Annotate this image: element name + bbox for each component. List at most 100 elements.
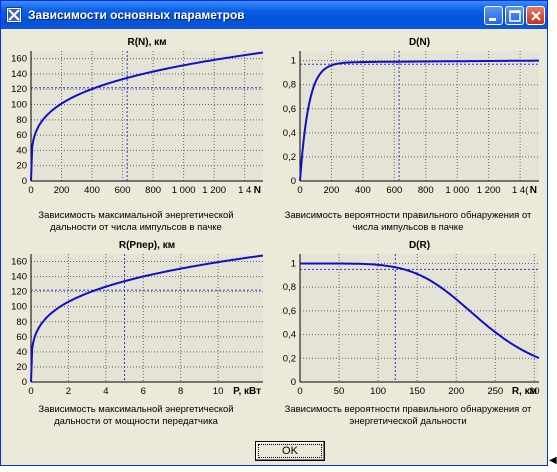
y-tick-label: 0,6 (283, 306, 296, 317)
chart-caption: Зависимость вероятности правильного обна… (273, 210, 543, 234)
x-tick-label: 400 (355, 185, 371, 196)
y-tick-label: 0,2 (283, 152, 296, 163)
y-tick-label: 120 (11, 84, 27, 95)
y-tick-label: 60 (16, 130, 27, 141)
x-tick-label: 1 200 (477, 185, 501, 196)
x-tick-label: 0 (297, 386, 302, 397)
y-tick-label: 0,8 (283, 282, 296, 293)
chart-caption: Зависимость максимальной энергетической … (1, 404, 271, 428)
y-tick-label: 0,6 (283, 104, 296, 115)
x-tick-label: 600 (386, 185, 402, 196)
x-tick-label: 400 (84, 185, 100, 196)
plot-area (31, 51, 263, 181)
chart-d-of-n-plot: D(N) 0 0,2 0,4 0,6 0,8 1 0 200 400 600 800 1 000 1 20… (283, 37, 539, 196)
caption-line-1: Зависимость максимальной энергетической (38, 404, 234, 415)
chart-r-of-power: R(Рпер), км 0 20 40 60 80 100 120 140 160 0 2 4 6 8 10 P… (1, 236, 271, 446)
y-tick-label: 20 (16, 362, 27, 373)
x-tick-label: 1 000 (445, 185, 469, 196)
chart-caption: Зависимость вероятности правильного обна… (273, 404, 543, 428)
chart-d-of-r: D(R) 0 0,2 0,4 0,6 0,8 1 0 50 100 150 200 250 30 R, км… (273, 236, 543, 446)
y-tick-label: 0,8 (283, 80, 296, 91)
window-title: Зависимости основных параметров (28, 8, 245, 22)
x-tick-label: 150 (409, 386, 425, 397)
plot-area (300, 254, 539, 382)
y-tick-label: 100 (11, 302, 27, 313)
ok-button[interactable]: OK (255, 441, 325, 461)
dialog-window: Зависимости основных параметров R(N), км… (0, 0, 548, 466)
caption-line-2: дальности от числа импульсов в пачке (50, 222, 222, 233)
caption-line-2: дальности от мощности передатчика (54, 416, 218, 427)
y-tick-label: 120 (11, 287, 27, 298)
resize-grip-icon[interactable]: ◀ (549, 455, 557, 466)
plot-area (31, 254, 263, 382)
y-tick-label: 0 (291, 377, 296, 388)
title-bar[interactable]: Зависимости основных параметров (1, 1, 547, 29)
y-tick-label: 80 (16, 317, 27, 328)
chart-title: D(R) (409, 240, 430, 251)
y-tick-label: 20 (16, 161, 27, 172)
x-tick-label: 1 4( (512, 185, 529, 196)
x-tick-label: 800 (418, 185, 434, 196)
close-icon (531, 11, 541, 21)
y-tick-label: 0,2 (283, 353, 296, 364)
chart-r-of-n-plot: R(N), км 0 20 40 60 80 100 120 140 160 0 200 400 600 8… (11, 37, 264, 196)
x-tick-label: 0 (297, 185, 302, 196)
caption-line-2: числа импульсов в пачке (352, 222, 464, 233)
x-axis-label: N (530, 185, 537, 196)
maximize-button[interactable] (505, 6, 524, 25)
x-axis-label: P, кВт (233, 386, 261, 397)
x-tick-label: 100 (370, 386, 386, 397)
x-tick-label: 1 200 (202, 185, 226, 196)
x-tick-label: 200 (324, 185, 340, 196)
chart-title: R(Рпер), км (119, 240, 175, 251)
caption-line-1: Зависимость максимальной энергетической (38, 210, 234, 221)
y-tick-label: 1 (291, 258, 296, 269)
close-button[interactable] (526, 6, 545, 25)
chart-r-of-power-plot: R(Рпер), км 0 20 40 60 80 100 120 140 160 0 2 4 6 8 10 P… (11, 240, 264, 397)
x-axis-label: N (254, 185, 261, 196)
x-tick-label: 600 (115, 185, 131, 196)
chart-d-of-n: D(N) 0 0,2 0,4 0,6 0,8 1 0 200 400 600 800 1 000 1 20… (273, 33, 543, 243)
minimize-button[interactable] (484, 6, 503, 25)
y-tick-label: 40 (16, 145, 27, 156)
chart-r-of-n: R(N), км 0 20 40 60 80 100 120 140 160 0 200 400 600 8… (1, 33, 271, 243)
y-tick-label: 0 (22, 176, 27, 187)
chart-title: D(N) (409, 37, 430, 48)
chart-d-of-r-plot: D(R) 0 0,2 0,4 0,6 0,8 1 0 50 100 150 200 250 30R, км (283, 240, 540, 397)
y-tick-label: 160 (11, 257, 27, 268)
series-line (299, 59, 539, 182)
x-tick-label: 0 (28, 386, 33, 397)
x-tick-label: 50 (334, 386, 345, 397)
y-tick-label: 60 (16, 332, 27, 343)
y-tick-label: 40 (16, 347, 27, 358)
x-tick-label: 8 (178, 386, 183, 397)
y-tick-label: 160 (11, 54, 27, 65)
x-tick-label: 250 (487, 386, 503, 397)
series-line (300, 262, 540, 359)
caption-line-1: Зависимость вероятности правильного обна… (284, 404, 532, 415)
y-tick-label: 140 (11, 272, 27, 283)
caption-line-1: Зависимость вероятности правильного обна… (284, 210, 532, 221)
x-tick-label: 10 (213, 386, 224, 397)
x-tick-label: 200 (448, 386, 464, 397)
x-tick-label: 2 (66, 386, 71, 397)
y-tick-label: 140 (11, 69, 27, 80)
x-tick-label: 6 (141, 386, 146, 397)
x-tick-label: 1 4 (238, 185, 251, 196)
chart-title: R(N), км (127, 37, 166, 48)
app-icon[interactable] (6, 7, 22, 23)
x-axis-label: R, км (512, 386, 537, 397)
chart-caption: Зависимость максимальной энергетической … (1, 210, 271, 234)
y-tick-label: 0 (22, 377, 27, 388)
caption-line-2: энергетической дальности (349, 416, 467, 427)
series-line (30, 51, 264, 182)
y-tick-label: 0,4 (283, 128, 296, 139)
y-tick-label: 0 (291, 176, 296, 187)
y-tick-label: 1 (291, 56, 296, 67)
y-tick-label: 80 (16, 115, 27, 126)
x-tick-label: 1 000 (172, 185, 196, 196)
y-tick-label: 0,4 (283, 330, 296, 341)
maximize-icon (509, 10, 521, 22)
y-tick-label: 100 (11, 100, 27, 111)
x-tick-label: 800 (145, 185, 161, 196)
